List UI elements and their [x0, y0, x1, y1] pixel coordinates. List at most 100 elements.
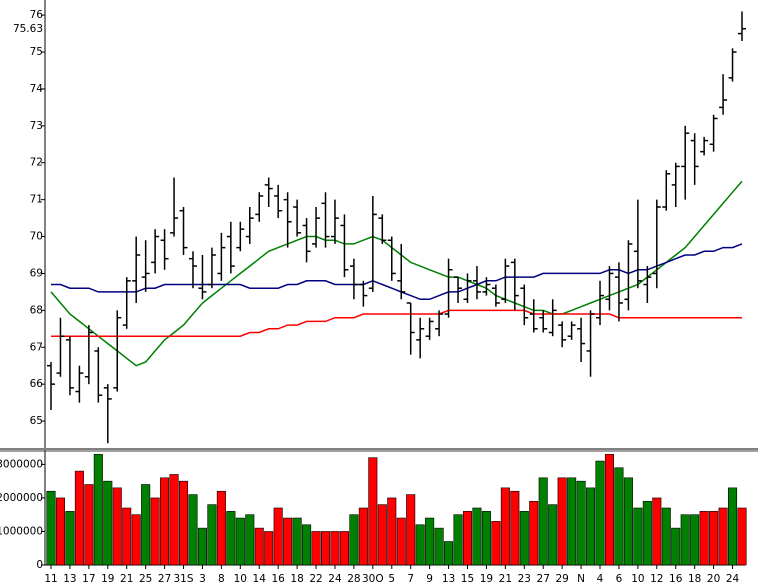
y-tick-label: 76 — [30, 9, 44, 21]
volume-bar — [197, 527, 207, 566]
volume-bar — [216, 490, 226, 566]
volume-bar — [737, 507, 747, 566]
volume-bar — [576, 480, 586, 566]
x-tick-label: 28 — [347, 573, 360, 585]
volume-bar — [226, 511, 236, 566]
x-tick-label: 18 — [290, 573, 303, 585]
volume-bar — [330, 531, 340, 566]
y-tick-label: 66 — [30, 378, 44, 390]
volume-bar — [141, 484, 151, 566]
x-tick-label: 10 — [234, 573, 247, 585]
x-tick-label: 3 — [199, 573, 206, 585]
volume-bar — [169, 474, 179, 566]
volume-bar — [690, 514, 700, 566]
volume-bar — [567, 477, 577, 566]
volume-bar — [55, 497, 65, 566]
volume-bar — [500, 487, 510, 566]
y-tick-label: 69 — [30, 267, 43, 279]
y-tick-label: 65 — [30, 415, 43, 427]
x-tick-label: 9 — [426, 573, 433, 585]
volume-bar — [661, 507, 671, 566]
volume-bar — [103, 480, 113, 566]
x-tick-label: 21 — [120, 573, 133, 585]
y-tick-label: 71 — [30, 194, 43, 206]
volume-bar — [264, 531, 274, 566]
x-tick-label: 27 — [158, 573, 171, 585]
x-tick-label: 13 — [442, 573, 455, 585]
volume-bar — [65, 511, 75, 566]
x-tick-label: 22 — [309, 573, 322, 585]
x-tick-label: 8 — [218, 573, 225, 585]
volume-bar — [680, 514, 690, 566]
volume-bar — [122, 507, 132, 566]
y-tick-label: 70 — [30, 231, 43, 243]
x-tick-label: 7 — [407, 573, 414, 585]
volume-bar — [406, 494, 416, 566]
volume-bar — [93, 454, 103, 566]
x-tick-label: 14 — [253, 573, 267, 585]
volume-bar — [396, 517, 406, 566]
x-tick-label: 19 — [480, 573, 493, 585]
x-tick-label: 5 — [388, 573, 395, 585]
volume-bar — [614, 467, 624, 566]
volume-bar — [548, 504, 558, 566]
volume-bar — [481, 511, 491, 566]
moving-average — [51, 309, 742, 337]
volume-bar — [311, 531, 321, 566]
volume-tick-label: 1000000 — [0, 525, 43, 537]
y-tick-label: 68 — [30, 304, 43, 316]
moving-average — [50, 180, 743, 367]
volume-tick-label: 3000000 — [0, 458, 43, 470]
x-tick-label: 24 — [726, 573, 740, 585]
volume-bar — [595, 460, 605, 566]
volume-bar — [718, 507, 728, 566]
volume-bar — [586, 487, 596, 566]
x-tick-label: 4 — [597, 573, 604, 585]
volume-bar — [368, 457, 378, 566]
volume-bar — [349, 514, 359, 566]
volume-bar — [633, 507, 643, 566]
x-tick-label: 23 — [518, 573, 531, 585]
x-tick-label: N — [577, 573, 585, 585]
volume-bar — [557, 477, 567, 566]
volume-bar — [339, 531, 349, 566]
volume-bar — [671, 527, 681, 566]
volume-bar — [358, 507, 368, 566]
volume-bar — [444, 541, 454, 566]
y-tick-label: 72 — [30, 157, 43, 169]
y-tick-label: 67 — [30, 341, 43, 353]
x-tick-label: 27 — [537, 573, 550, 585]
volume-bar — [235, 517, 245, 566]
x-tick-label: 16 — [669, 573, 683, 585]
volume-bar — [728, 487, 738, 566]
x-tick-label: 21 — [499, 573, 512, 585]
x-tick-label: 10 — [631, 573, 644, 585]
x-tick-label: 31S — [174, 573, 194, 585]
volume-bar — [425, 517, 435, 566]
x-tick-label: 16 — [271, 573, 285, 585]
volume-bar — [491, 521, 501, 566]
x-tick-label: 13 — [63, 573, 76, 585]
volume-bar — [604, 454, 615, 566]
x-tick-label: 15 — [461, 573, 474, 585]
volume-bar — [519, 511, 529, 566]
volume-bar — [462, 511, 473, 566]
volume-bar — [112, 487, 122, 566]
volume-bar — [415, 524, 425, 566]
volume-bar — [623, 477, 633, 566]
x-tick-label: 24 — [328, 573, 342, 585]
y-tick-label: 73 — [30, 120, 43, 132]
volume-bar — [188, 494, 198, 566]
volume-bar — [178, 480, 189, 566]
x-tick-label: 12 — [650, 573, 663, 585]
x-tick-label: 20 — [707, 573, 720, 585]
volume-bar — [709, 511, 719, 566]
moving-average — [51, 243, 743, 301]
volume-bar — [74, 470, 84, 566]
volume-bar — [453, 514, 463, 566]
x-tick-label: 29 — [555, 573, 568, 585]
x-tick-label: 19 — [101, 573, 114, 585]
volume-bar — [302, 524, 312, 566]
x-tick-label: 18 — [688, 573, 701, 585]
volume-bar — [652, 497, 662, 566]
